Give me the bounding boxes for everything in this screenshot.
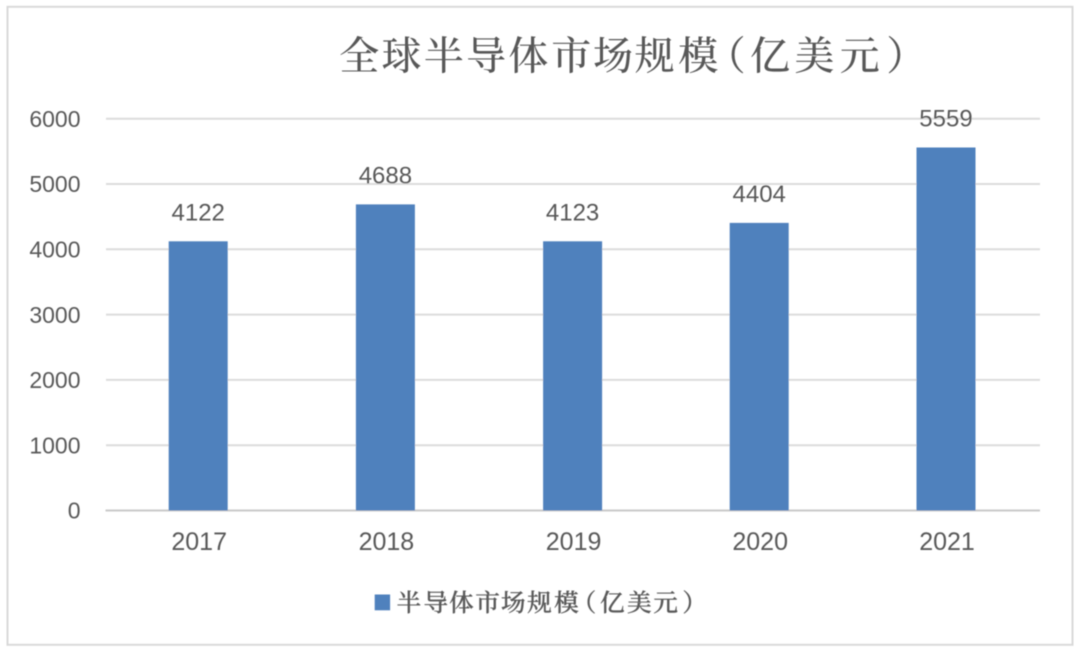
svg-text:4123: 4123 bbox=[546, 199, 599, 226]
svg-text:2017: 2017 bbox=[171, 528, 227, 556]
svg-text:2019: 2019 bbox=[546, 528, 602, 556]
svg-text:5000: 5000 bbox=[29, 171, 80, 197]
svg-text:4404: 4404 bbox=[733, 181, 786, 208]
svg-text:5559: 5559 bbox=[919, 106, 972, 133]
svg-text:4688: 4688 bbox=[359, 162, 412, 189]
svg-text:4122: 4122 bbox=[172, 199, 225, 226]
svg-text:2018: 2018 bbox=[359, 528, 415, 556]
svg-text:0: 0 bbox=[68, 498, 81, 524]
svg-text:6000: 6000 bbox=[29, 106, 80, 132]
svg-text:2020: 2020 bbox=[732, 528, 788, 556]
svg-text:2000: 2000 bbox=[29, 367, 80, 393]
svg-text:1000: 1000 bbox=[29, 432, 80, 458]
svg-text:2021: 2021 bbox=[919, 528, 975, 556]
svg-text:4000: 4000 bbox=[29, 237, 80, 263]
svg-text:3000: 3000 bbox=[29, 302, 80, 328]
